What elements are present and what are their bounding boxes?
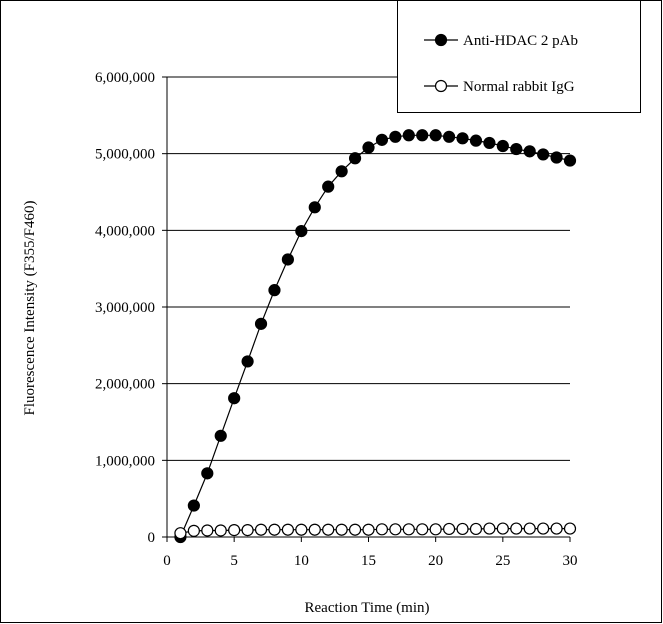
data-point-normal-igg: [483, 522, 496, 535]
data-point-normal-igg: [456, 522, 469, 536]
data-point-anti-hdac: [402, 129, 415, 142]
data-point-normal-igg: [241, 523, 254, 537]
data-point-normal-igg: [443, 522, 456, 536]
legend-label-normal-igg: Normal rabbit IgG: [463, 79, 575, 95]
data-point-normal-igg: [281, 523, 294, 536]
data-point-normal-igg: [496, 522, 509, 535]
data-point-normal-igg: [254, 523, 268, 536]
data-point-anti-hdac: [483, 136, 496, 150]
data-point-anti-hdac: [295, 225, 308, 238]
legend-marker-normal-igg: [434, 79, 448, 93]
data-point-anti-hdac: [268, 284, 281, 297]
data-point-anti-hdac: [254, 317, 268, 330]
data-point-anti-hdac: [416, 129, 429, 142]
data-point-normal-igg: [362, 523, 375, 536]
data-point-anti-hdac: [348, 152, 362, 165]
data-point-normal-igg: [389, 523, 402, 536]
data-point-anti-hdac: [308, 201, 321, 214]
data-point-normal-igg: [375, 523, 389, 536]
data-point-normal-igg: [308, 523, 321, 536]
data-point-anti-hdac: [469, 134, 483, 147]
data-point-anti-hdac: [496, 139, 509, 153]
data-point-normal-igg: [402, 523, 415, 536]
data-point-normal-igg: [295, 523, 308, 536]
data-point-normal-igg: [322, 523, 335, 536]
data-point-anti-hdac: [456, 132, 469, 145]
series-layer: [174, 129, 577, 544]
y-tick-label: 2,000,000: [95, 377, 155, 393]
x-tick-label: 15: [361, 553, 376, 569]
data-point-normal-igg: [523, 522, 536, 535]
data-point-anti-hdac: [375, 133, 389, 146]
data-point-anti-hdac: [429, 129, 442, 142]
data-point-anti-hdac: [201, 467, 214, 480]
data-point-normal-igg: [214, 524, 227, 537]
data-point-normal-igg: [228, 523, 241, 537]
data-point-anti-hdac: [214, 429, 227, 442]
data-point-anti-hdac: [443, 130, 456, 143]
data-point-normal-igg: [537, 522, 550, 535]
data-point-normal-igg: [550, 522, 563, 535]
data-point-anti-hdac: [335, 165, 348, 178]
data-point-normal-igg: [187, 524, 200, 537]
data-point-anti-hdac: [228, 392, 241, 405]
legend-label-anti-hdac: Anti-HDAC 2 pAb: [463, 33, 578, 49]
data-point-anti-hdac: [550, 151, 563, 164]
x-tick-label: 30: [563, 553, 578, 569]
legend-marker-anti-hdac: [434, 33, 448, 47]
x-tick-label: 0: [163, 553, 171, 569]
data-point-normal-igg: [201, 524, 214, 537]
data-point-normal-igg: [469, 522, 483, 536]
data-point-anti-hdac: [523, 145, 536, 158]
axes: [162, 76, 571, 542]
legend-box: [397, 0, 641, 113]
data-point-normal-igg: [335, 523, 348, 536]
y-tick-label: 4,000,000: [95, 223, 155, 239]
data-point-anti-hdac: [563, 154, 577, 167]
y-tick-label: 5,000,000: [95, 147, 155, 163]
x-tick-label: 25: [495, 553, 510, 569]
data-point-anti-hdac: [537, 148, 550, 161]
y-tick-label: 1,000,000: [95, 453, 155, 469]
data-point-normal-igg: [348, 523, 362, 536]
data-point-anti-hdac: [322, 180, 335, 193]
data-point-anti-hdac: [389, 130, 402, 143]
data-point-normal-igg: [429, 523, 442, 536]
data-point-anti-hdac: [241, 355, 254, 368]
x-tick-label: 20: [428, 553, 443, 569]
y-axis-title: Fluorescence Intensity (F355/F460): [22, 201, 38, 416]
y-tick-label: 6,000,000: [95, 70, 155, 86]
y-tick-label: 3,000,000: [95, 300, 155, 316]
data-point-anti-hdac: [510, 142, 523, 156]
y-tick-labels: 0 1,000,000 2,000,000 3,000,000 4,000,000 5,0…: [95, 70, 155, 546]
data-point-normal-igg: [268, 523, 281, 536]
x-axis-title: Reaction Time (min): [305, 600, 430, 616]
y-tick-label: 0: [148, 530, 156, 546]
legend: Anti-HDAC 2 pAb Normal rabbit IgG: [397, 0, 641, 113]
x-tick-labels: 0 5 10 15 20 25 30: [163, 553, 577, 569]
data-point-normal-igg: [174, 527, 187, 540]
data-point-anti-hdac: [281, 253, 294, 266]
data-point-normal-igg: [510, 522, 523, 535]
x-tick-label: 5: [230, 553, 238, 569]
data-point-normal-igg: [416, 523, 429, 536]
data-point-anti-hdac: [362, 141, 375, 154]
data-point-normal-igg: [563, 522, 577, 535]
data-point-anti-hdac: [187, 499, 200, 512]
x-tick-label: 10: [294, 553, 309, 569]
